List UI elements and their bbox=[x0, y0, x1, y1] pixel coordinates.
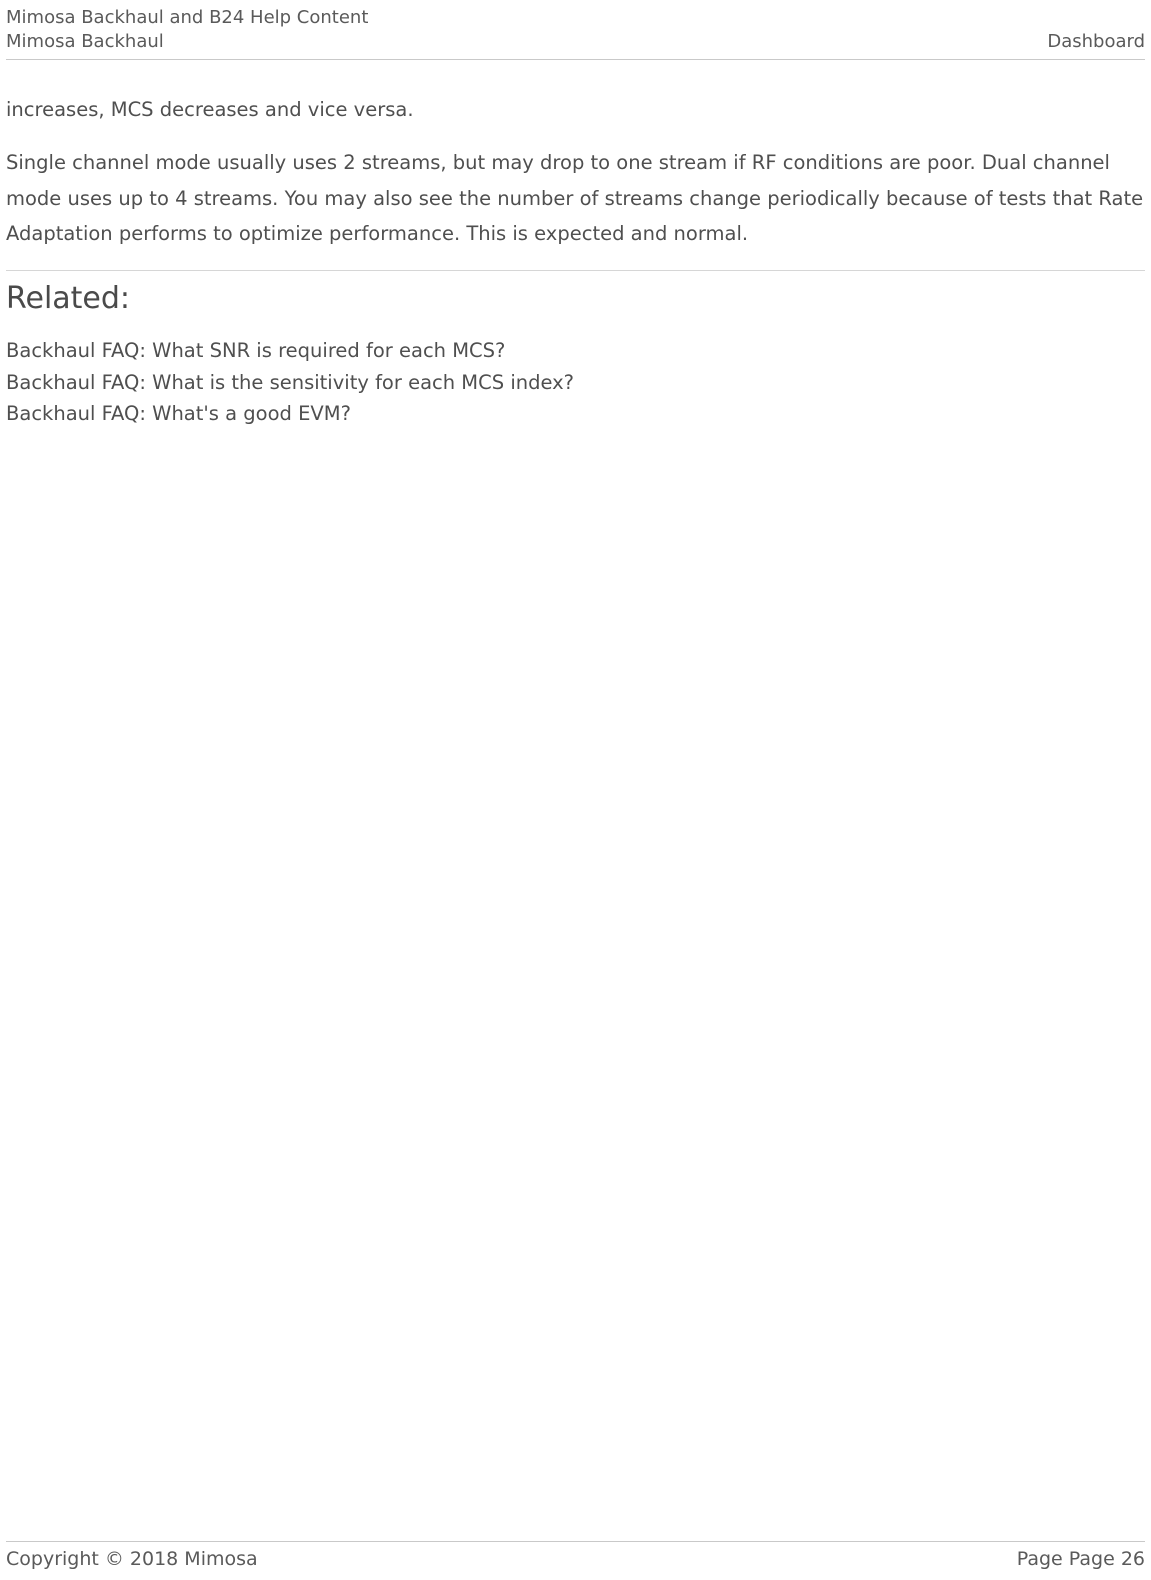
header-left-text: Mimosa Backhaul bbox=[6, 30, 164, 54]
paragraph-continuation: increases, MCS decreases and vice versa. bbox=[6, 92, 1145, 127]
page-content: increases, MCS decreases and vice versa.… bbox=[6, 92, 1145, 430]
footer-copyright: Copyright © 2018 Mimosa bbox=[6, 1548, 258, 1570]
related-link[interactable]: Backhaul FAQ: What is the sensitivity fo… bbox=[6, 367, 1145, 399]
footer-divider bbox=[6, 1541, 1145, 1542]
footer-page-number: Page Page 26 bbox=[1017, 1548, 1145, 1570]
header-divider bbox=[6, 59, 1145, 60]
footer-row: Copyright © 2018 Mimosa Page Page 26 bbox=[6, 1548, 1145, 1570]
section-divider bbox=[6, 270, 1145, 271]
header-right-text: Dashboard bbox=[1047, 30, 1145, 54]
related-link[interactable]: Backhaul FAQ: What's a good EVM? bbox=[6, 398, 1145, 430]
related-heading: Related: bbox=[6, 281, 1145, 317]
page-footer: Copyright © 2018 Mimosa Page Page 26 bbox=[0, 1541, 1151, 1580]
paragraph-streams: Single channel mode usually uses 2 strea… bbox=[6, 145, 1145, 251]
page-header: Mimosa Backhaul and B24 Help Content Mim… bbox=[0, 0, 1151, 60]
related-links-list: Backhaul FAQ: What SNR is required for e… bbox=[6, 335, 1145, 430]
header-title-row2: Mimosa Backhaul Dashboard bbox=[6, 30, 1145, 56]
header-title-line1: Mimosa Backhaul and B24 Help Content bbox=[6, 6, 1145, 30]
related-link[interactable]: Backhaul FAQ: What SNR is required for e… bbox=[6, 335, 1145, 367]
